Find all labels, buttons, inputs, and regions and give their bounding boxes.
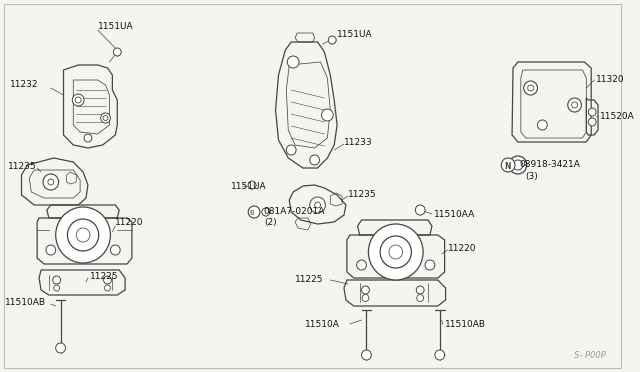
- Circle shape: [84, 134, 92, 142]
- Text: 11510A: 11510A: [305, 320, 340, 329]
- Text: 1151UA: 1151UA: [337, 30, 372, 39]
- Circle shape: [43, 174, 59, 190]
- Text: 1151UA: 1151UA: [98, 22, 133, 31]
- Circle shape: [588, 108, 596, 116]
- Circle shape: [262, 208, 269, 216]
- Circle shape: [76, 97, 81, 103]
- Text: 08918-3421A: 08918-3421A: [520, 160, 580, 169]
- Text: 11520A: 11520A: [600, 112, 635, 121]
- Circle shape: [415, 205, 425, 215]
- Circle shape: [435, 350, 445, 360]
- Text: 11232: 11232: [10, 80, 38, 89]
- Circle shape: [54, 285, 60, 291]
- Text: S- P00P: S- P00P: [574, 351, 606, 360]
- Circle shape: [362, 350, 371, 360]
- Circle shape: [416, 286, 424, 294]
- Text: 11220: 11220: [447, 244, 476, 253]
- Circle shape: [248, 181, 256, 189]
- Circle shape: [362, 286, 369, 294]
- Text: 11510AA: 11510AA: [434, 210, 475, 219]
- Text: 11235: 11235: [348, 190, 376, 199]
- Circle shape: [321, 109, 333, 121]
- Circle shape: [524, 81, 538, 95]
- Circle shape: [568, 98, 581, 112]
- Circle shape: [315, 202, 321, 208]
- Circle shape: [100, 113, 111, 123]
- Circle shape: [425, 260, 435, 270]
- Circle shape: [287, 56, 299, 68]
- Circle shape: [67, 219, 99, 251]
- Circle shape: [513, 160, 523, 170]
- Text: 11220: 11220: [115, 218, 144, 227]
- Text: N: N: [504, 161, 511, 170]
- Circle shape: [369, 224, 423, 280]
- Circle shape: [76, 228, 90, 242]
- Circle shape: [588, 118, 596, 126]
- Circle shape: [380, 236, 412, 268]
- Circle shape: [52, 276, 61, 284]
- Circle shape: [310, 155, 319, 165]
- Circle shape: [286, 145, 296, 155]
- Circle shape: [104, 285, 111, 291]
- Circle shape: [362, 295, 369, 301]
- Circle shape: [528, 85, 534, 91]
- Circle shape: [572, 102, 577, 108]
- Text: (2): (2): [264, 218, 276, 227]
- Text: (3): (3): [525, 172, 538, 181]
- Text: 11510AB: 11510AB: [445, 320, 486, 329]
- Text: 1151UA: 1151UA: [230, 182, 266, 191]
- Circle shape: [48, 179, 54, 185]
- Text: 11320: 11320: [596, 75, 625, 84]
- Circle shape: [328, 36, 336, 44]
- Text: 11510AB: 11510AB: [5, 298, 46, 307]
- Circle shape: [310, 197, 325, 213]
- Circle shape: [248, 206, 260, 218]
- Text: 11235: 11235: [8, 162, 36, 171]
- Circle shape: [113, 48, 121, 56]
- Text: 11225: 11225: [295, 275, 324, 284]
- Circle shape: [104, 276, 111, 284]
- Text: B: B: [249, 210, 254, 216]
- Text: 081A7-0201A: 081A7-0201A: [264, 207, 325, 216]
- Circle shape: [509, 156, 527, 174]
- Circle shape: [103, 115, 108, 121]
- Text: 11233: 11233: [344, 138, 372, 147]
- Circle shape: [538, 120, 547, 130]
- Circle shape: [501, 158, 515, 172]
- Circle shape: [56, 343, 65, 353]
- Circle shape: [356, 260, 367, 270]
- Circle shape: [389, 245, 403, 259]
- Circle shape: [56, 207, 111, 263]
- Circle shape: [46, 245, 56, 255]
- Circle shape: [111, 245, 120, 255]
- Circle shape: [417, 295, 424, 301]
- Circle shape: [72, 94, 84, 106]
- Text: 11225: 11225: [90, 272, 118, 281]
